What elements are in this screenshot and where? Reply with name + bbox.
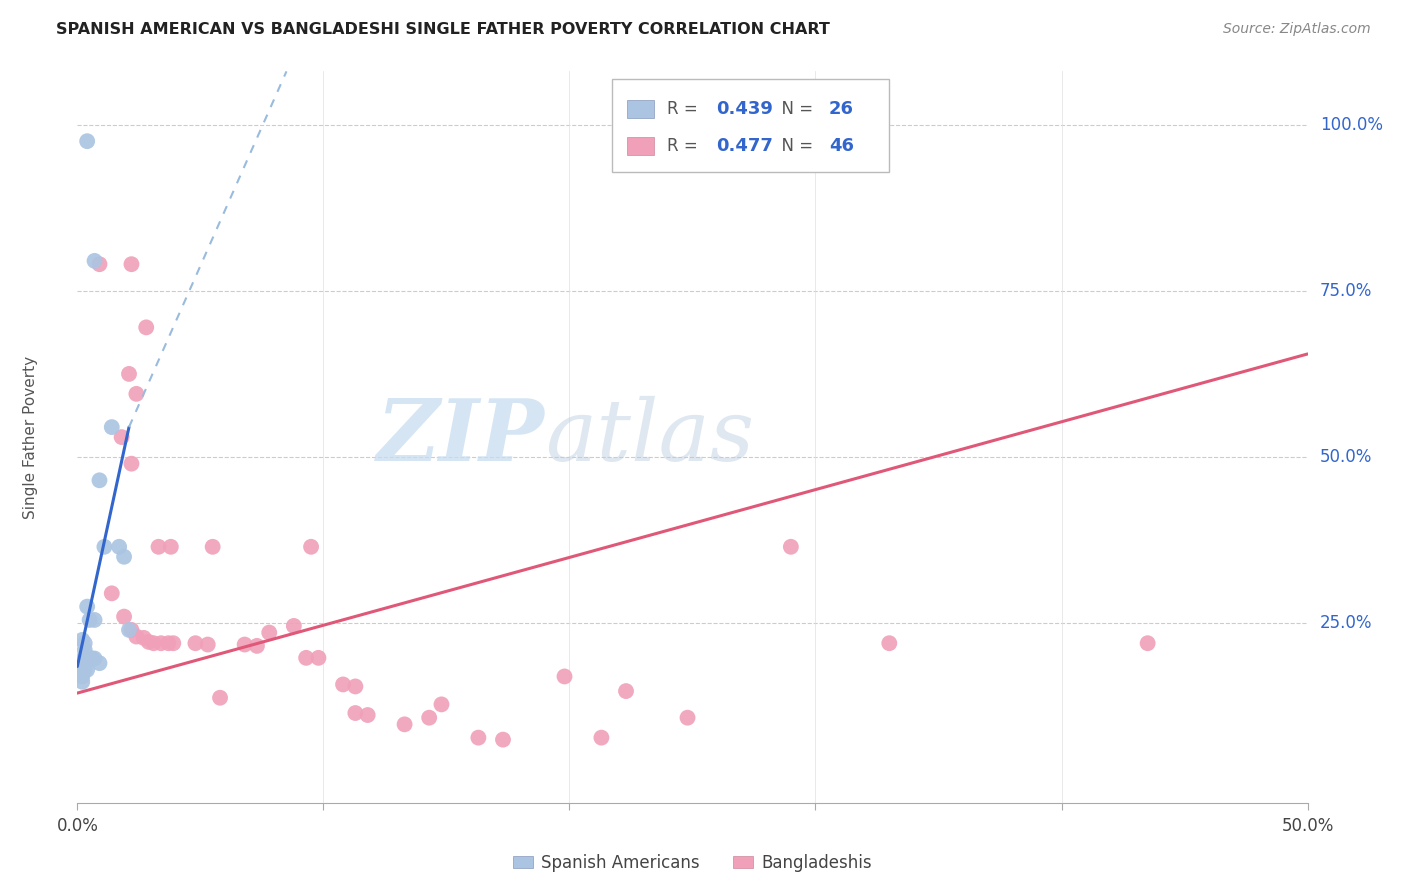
Point: [70, 674, 93, 689]
Point: [111, 430, 132, 444]
Point: [132, 631, 155, 645]
Text: 100.0%: 100.0%: [1320, 116, 1384, 134]
Point: [344, 706, 367, 720]
Text: atlas: atlas: [546, 396, 754, 478]
Point: [135, 320, 157, 334]
Point: [591, 731, 613, 745]
Text: 0.477: 0.477: [716, 137, 773, 155]
Point: [246, 639, 269, 653]
Point: [142, 636, 165, 650]
Point: [160, 540, 183, 554]
Text: 25.0%: 25.0%: [1320, 615, 1372, 632]
Bar: [627, 100, 654, 119]
Text: Source: ZipAtlas.com: Source: ZipAtlas.com: [1223, 22, 1371, 37]
Point: [150, 636, 173, 650]
Point: [118, 623, 141, 637]
Point: [76, 663, 98, 677]
Bar: [613, 79, 890, 172]
Point: [73, 643, 96, 657]
Point: [162, 636, 184, 650]
Point: [83, 651, 105, 665]
Point: [676, 711, 699, 725]
Bar: [627, 137, 654, 155]
Text: Single Father Poverty: Single Father Poverty: [22, 356, 38, 518]
Point: [121, 457, 143, 471]
Point: [344, 680, 367, 694]
Point: [112, 549, 135, 564]
Text: 50.0%: 50.0%: [1320, 448, 1372, 466]
Point: [554, 669, 576, 683]
Point: [418, 711, 440, 725]
Text: N =: N =: [772, 137, 818, 155]
Point: [233, 638, 256, 652]
Point: [197, 638, 219, 652]
Point: [76, 599, 98, 614]
Text: R =: R =: [666, 137, 703, 155]
Point: [184, 636, 207, 650]
Point: [492, 732, 515, 747]
Point: [299, 540, 322, 554]
Point: [112, 609, 135, 624]
Point: [118, 367, 141, 381]
Point: [76, 134, 98, 148]
Point: [121, 623, 143, 637]
Point: [157, 636, 180, 650]
Point: [357, 708, 380, 723]
Text: 26: 26: [830, 100, 853, 118]
Point: [70, 632, 93, 647]
Point: [82, 651, 104, 665]
Point: [467, 731, 489, 745]
Point: [79, 651, 101, 665]
Point: [138, 635, 160, 649]
Text: R =: R =: [666, 100, 703, 118]
Text: 75.0%: 75.0%: [1320, 282, 1372, 300]
Point: [83, 613, 105, 627]
Point: [201, 540, 224, 554]
Point: [101, 586, 124, 600]
Point: [70, 669, 93, 683]
Point: [89, 656, 111, 670]
Point: [70, 666, 93, 681]
Point: [259, 625, 281, 640]
Text: N =: N =: [772, 100, 818, 118]
Point: [209, 690, 232, 705]
Legend: Spanish Americans, Bangladeshis: Spanish Americans, Bangladeshis: [506, 847, 879, 879]
Point: [73, 649, 96, 664]
Point: [73, 636, 96, 650]
Point: [148, 540, 170, 554]
Point: [108, 540, 131, 554]
Point: [125, 387, 148, 401]
Point: [83, 253, 105, 268]
Point: [614, 684, 637, 698]
Point: [121, 257, 143, 271]
Point: [283, 619, 305, 633]
Point: [76, 649, 98, 664]
Point: [295, 650, 318, 665]
Point: [89, 473, 111, 487]
Point: [101, 420, 124, 434]
Point: [70, 661, 93, 675]
Point: [430, 698, 453, 712]
Text: ZIP: ZIP: [377, 395, 546, 479]
Point: [89, 257, 111, 271]
Point: [1136, 636, 1159, 650]
Point: [79, 613, 101, 627]
Point: [308, 650, 330, 665]
Text: 0.439: 0.439: [716, 100, 773, 118]
Point: [879, 636, 901, 650]
Text: 46: 46: [830, 137, 853, 155]
Point: [394, 717, 416, 731]
Point: [125, 630, 148, 644]
Point: [332, 677, 354, 691]
Text: SPANISH AMERICAN VS BANGLADESHI SINGLE FATHER POVERTY CORRELATION CHART: SPANISH AMERICAN VS BANGLADESHI SINGLE F…: [56, 22, 830, 37]
Point: [93, 540, 115, 554]
Point: [780, 540, 803, 554]
Point: [73, 663, 96, 677]
